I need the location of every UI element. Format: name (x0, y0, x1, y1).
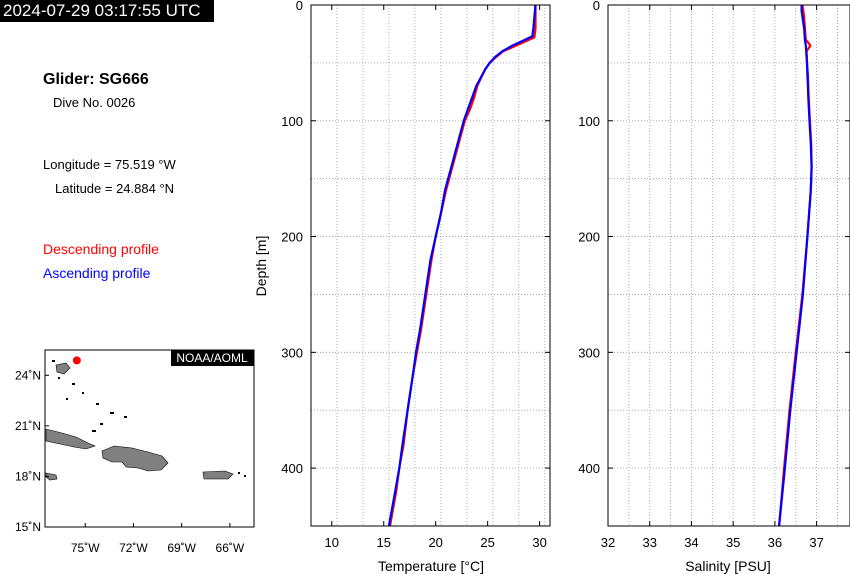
salinity-frame (607, 4, 850, 527)
map-lat-label: 15˚N (15, 520, 41, 534)
map-lat-label: 21˚N (15, 419, 41, 433)
latitude-readout: Latitude = 24.884 °N (55, 181, 175, 196)
temperature-grid (311, 5, 550, 526)
x-tick-label: 32 (601, 535, 615, 550)
salinity-ticks: 32 33 34 35 36 37 0 100 200 300 400 (578, 0, 850, 550)
location-map: 24˚N 21˚N 18˚N 15˚N 75˚W 72˚W 69˚W 66˚W NOAA/AO… (15, 349, 255, 555)
cuba-landmass (45, 428, 96, 450)
land-masses (45, 362, 234, 481)
x-tick-label: 35 (726, 535, 740, 550)
hispaniola-landmass (101, 445, 169, 472)
x-tick-label: 10 (325, 535, 339, 550)
map-ticks: 24˚N 21˚N 18˚N 15˚N 75˚W 72˚W 69˚W 66˚W (15, 368, 245, 555)
bahamas-landmass (55, 362, 71, 375)
x-tick-label: 25 (480, 535, 494, 550)
x-tick-label: 30 (532, 535, 546, 550)
y-tick-label: 200 (578, 230, 600, 245)
x-tick-label: 20 (428, 535, 442, 550)
map-badge-bg (171, 350, 254, 366)
map-lon-label: 66˚W (216, 541, 245, 555)
legend-descending: Descending profile (43, 241, 159, 257)
y-tick-label: 300 (281, 345, 303, 360)
salinity-grid (608, 5, 850, 526)
timestamp-banner: 2024-07-29 03:17:55 UTC (0, 0, 214, 22)
x-tick-label: 36 (768, 535, 782, 550)
map-lon-label: 69˚W (167, 541, 196, 555)
glider-position-marker (72, 356, 81, 365)
temperature-series (387, 4, 537, 527)
depth-ylabel: Depth [m] (253, 236, 269, 297)
y-tick-label: 100 (578, 114, 600, 129)
salinity-series (778, 4, 813, 527)
salinity-profile-plot: 32 33 34 35 36 37 0 100 200 300 400 Salinity [PSU] (578, 0, 850, 574)
salinity-ascending-line (778, 5, 813, 527)
salinity-xlabel: Salinity [PSU] (685, 558, 771, 574)
y-tick-label: 200 (281, 230, 303, 245)
x-tick-label: 33 (642, 535, 656, 550)
map-lat-label: 24˚N (15, 368, 41, 382)
y-tick-label: 0 (296, 0, 303, 13)
map-lon-label: 72˚W (119, 541, 148, 555)
glider-marker-dot (72, 356, 81, 365)
glider-name: Glider: SG666 (43, 71, 149, 88)
y-tick-label: 300 (578, 345, 600, 360)
longitude-readout: Longitude = 75.519 °W (43, 157, 176, 172)
puerto-rico-landmass (202, 470, 234, 480)
map-lat-label: 18˚N (15, 469, 41, 483)
y-tick-label: 400 (578, 461, 600, 476)
small-islands (52, 360, 246, 477)
y-tick-label: 400 (281, 461, 303, 476)
temperature-xlabel: Temperature [°C] (378, 558, 484, 574)
x-tick-label: 15 (377, 535, 391, 550)
x-tick-label: 37 (809, 535, 823, 550)
map-badge: NOAA/AOML (176, 351, 248, 365)
temperature-descending-line (388, 5, 537, 527)
y-tick-label: 100 (281, 114, 303, 129)
x-tick-label: 34 (684, 535, 698, 550)
y-tick-label: 0 (593, 0, 600, 13)
dive-number: Dive No. 0026 (53, 95, 136, 110)
map-frame (44, 349, 255, 528)
legend-ascending: Ascending profile (43, 265, 151, 281)
map-lon-label: 75˚W (71, 541, 100, 555)
temperature-ascending-line (387, 4, 537, 527)
temperature-frame (310, 4, 551, 527)
